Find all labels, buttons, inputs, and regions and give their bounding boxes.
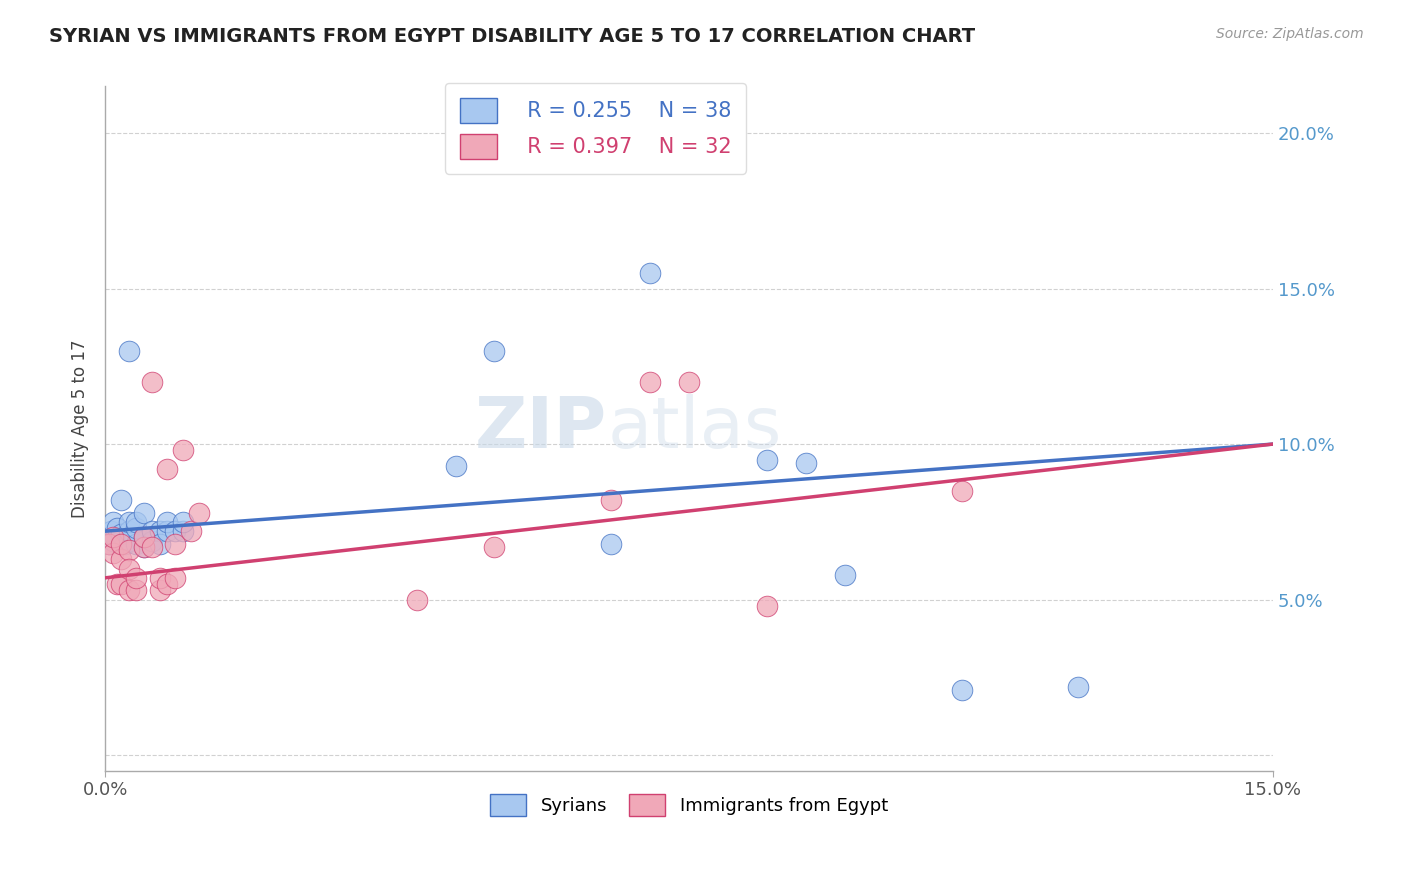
Point (134, 530, 156, 544)
Point (101, 530, 124, 544)
Y-axis label: Disability Age 5 to 17: Disability Age 5 to 17 (72, 339, 89, 517)
Point (444, 458, 467, 473)
Point (103, 530, 125, 544)
Point (101, 533, 124, 548)
Text: Source: ZipAtlas.com: Source: ZipAtlas.com (1216, 27, 1364, 41)
Point (141, 533, 163, 548)
Point (98, 536, 121, 550)
Point (134, 540, 156, 554)
Point (950, 682, 973, 697)
Point (117, 533, 139, 548)
Point (117, 561, 139, 575)
Point (117, 583, 139, 598)
Legend: Syrians, Immigrants from Egypt: Syrians, Immigrants from Egypt (484, 787, 896, 823)
Point (834, 567, 856, 582)
Point (125, 583, 148, 598)
Point (125, 521, 148, 535)
Point (117, 343, 139, 358)
Text: SYRIAN VS IMMIGRANTS FROM EGYPT DISABILITY AGE 5 TO 17 CORRELATION CHART: SYRIAN VS IMMIGRANTS FROM EGYPT DISABILI… (49, 27, 976, 45)
Point (141, 524, 163, 538)
Point (105, 521, 128, 535)
Point (484, 343, 506, 358)
Point (100, 524, 122, 538)
Point (125, 536, 148, 550)
Point (117, 515, 139, 529)
Point (156, 524, 179, 538)
Point (156, 515, 179, 529)
Point (101, 546, 124, 560)
Point (134, 540, 156, 554)
Point (678, 375, 700, 389)
Point (187, 506, 209, 520)
Point (794, 456, 817, 470)
Point (114, 536, 136, 550)
Point (98, 536, 121, 550)
Point (141, 375, 163, 389)
Point (110, 493, 132, 508)
Point (110, 552, 132, 566)
Point (156, 577, 179, 591)
Point (180, 524, 202, 538)
Point (600, 493, 623, 508)
Point (134, 530, 156, 544)
Point (141, 540, 163, 554)
Point (101, 515, 124, 529)
Point (110, 536, 132, 550)
Point (755, 599, 778, 613)
Point (484, 540, 506, 554)
Point (950, 483, 973, 498)
Point (755, 452, 778, 467)
Point (149, 524, 172, 538)
Point (1067, 680, 1090, 694)
Point (149, 536, 172, 550)
Point (110, 527, 132, 541)
Point (149, 571, 172, 585)
Point (134, 506, 156, 520)
Point (638, 375, 661, 389)
Point (165, 536, 187, 550)
Point (117, 542, 139, 557)
Point (117, 524, 139, 538)
Point (110, 536, 132, 550)
Point (172, 524, 194, 538)
Text: atlas: atlas (607, 394, 782, 463)
Point (165, 571, 187, 585)
Point (405, 592, 427, 607)
Point (172, 443, 194, 458)
Text: ZIP: ZIP (475, 394, 607, 463)
Point (638, 266, 661, 280)
Point (149, 583, 172, 598)
Point (110, 577, 132, 591)
Point (156, 462, 179, 476)
Point (600, 536, 623, 550)
Point (172, 515, 194, 529)
Point (165, 524, 187, 538)
Point (125, 571, 148, 585)
Point (105, 577, 128, 591)
Point (125, 515, 148, 529)
